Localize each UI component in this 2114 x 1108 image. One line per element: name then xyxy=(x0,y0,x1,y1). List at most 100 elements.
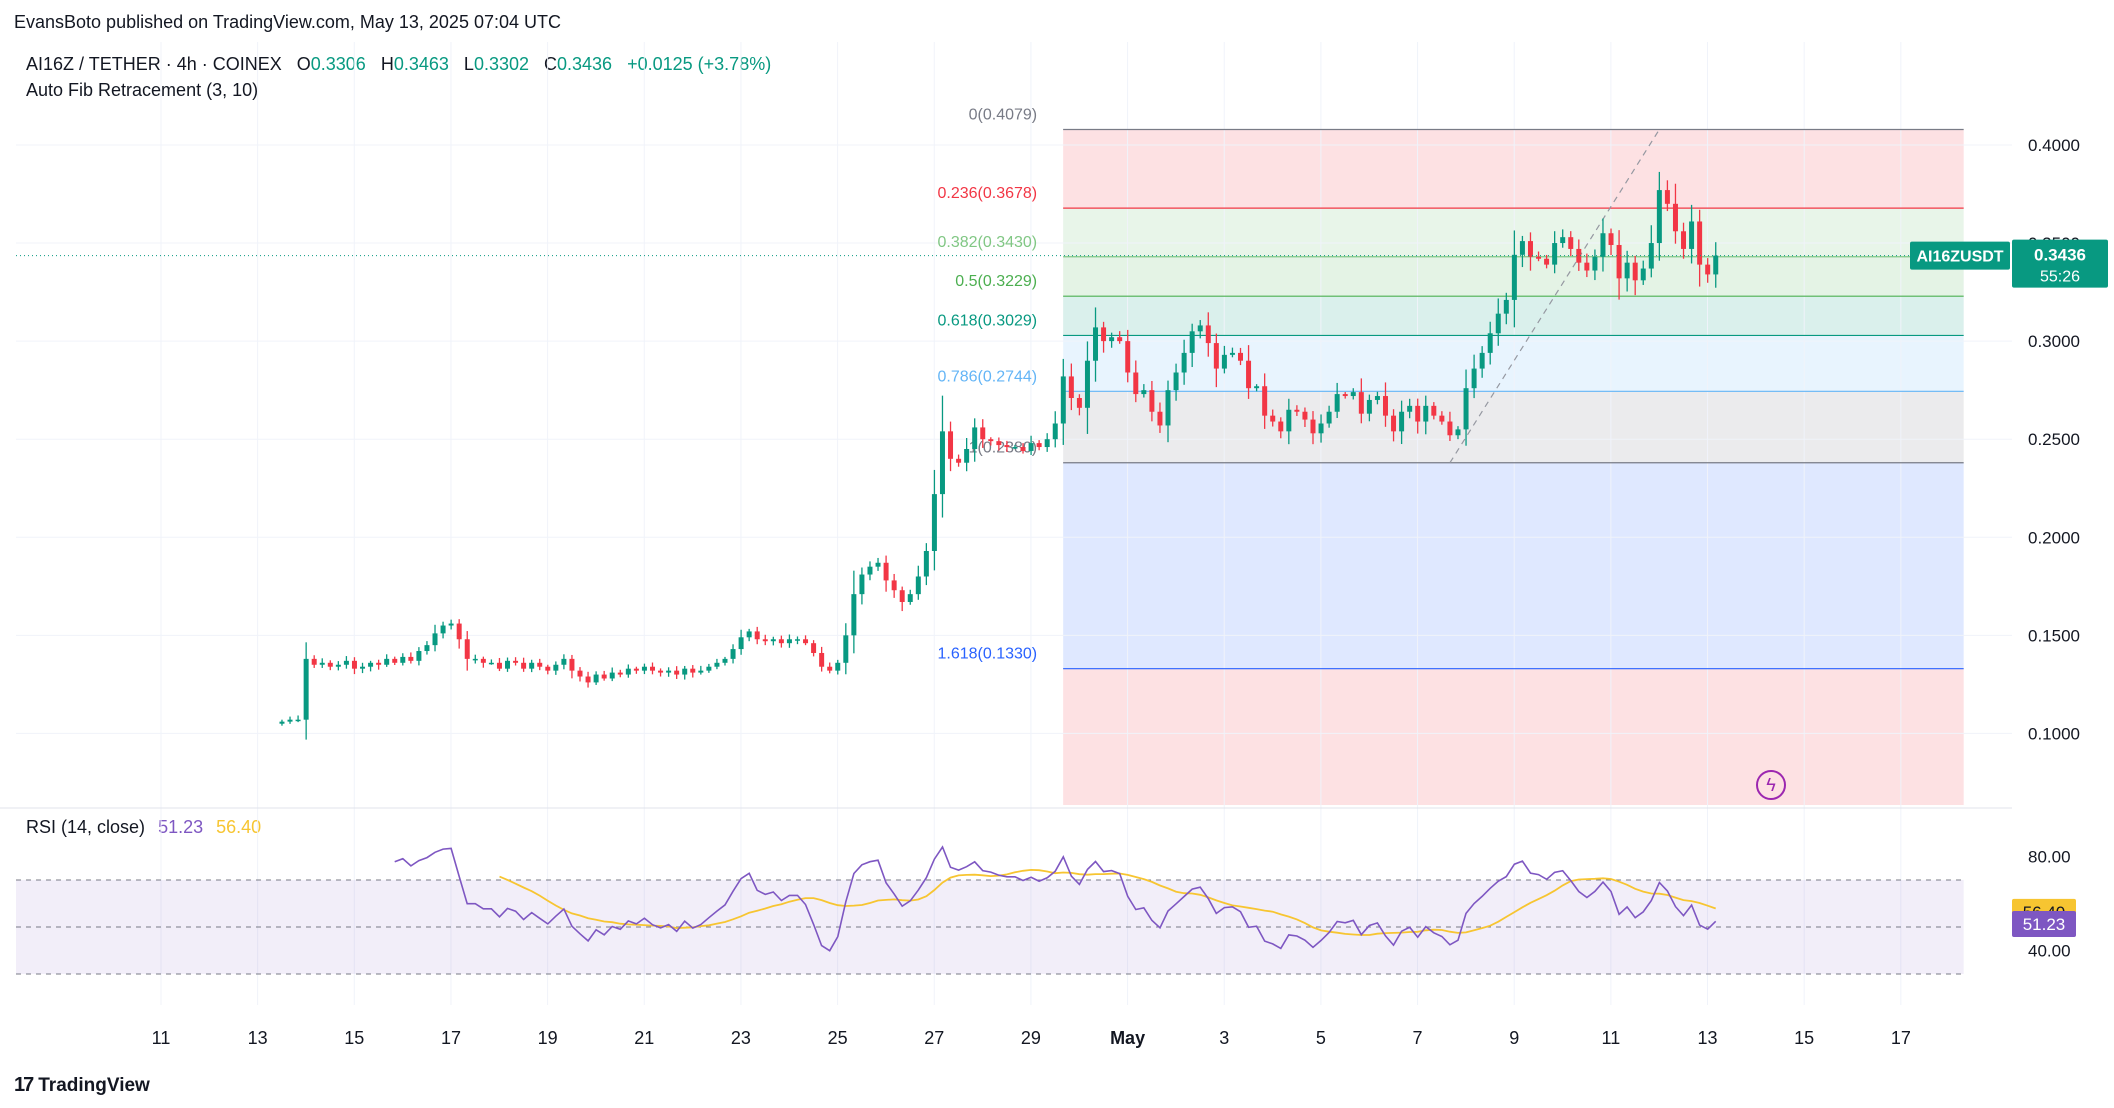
time-tick-label: 15 xyxy=(344,1028,364,1048)
candle-body xyxy=(964,448,970,463)
candle-body xyxy=(1221,354,1227,369)
candle-body xyxy=(416,651,422,661)
candle-body xyxy=(577,670,583,677)
candle-body xyxy=(1608,233,1614,246)
candle-body xyxy=(1495,313,1501,334)
rsi-tick-label: 40.00 xyxy=(2028,941,2071,960)
candle-body xyxy=(368,662,374,667)
time-tick-label: 7 xyxy=(1413,1028,1423,1048)
candle-body xyxy=(585,676,591,683)
fib-label-0.236: 0.236(0.3678) xyxy=(937,185,1037,202)
candle-body xyxy=(875,562,881,567)
flash-icon[interactable]: ϟ xyxy=(1756,770,1786,800)
time-tick-label: 17 xyxy=(441,1028,461,1048)
publisher-line: EvansBoto published on TradingView.com, … xyxy=(14,12,561,32)
candle-body xyxy=(690,668,696,673)
rsi-ma-legend-value: 56.40 xyxy=(216,817,262,837)
rsi-legend[interactable]: RSI (14, close) 51.23 56.40 xyxy=(26,817,261,838)
candle-body xyxy=(1254,386,1260,389)
candle-body xyxy=(658,670,664,673)
candle-body xyxy=(811,643,817,653)
candle-body xyxy=(891,580,897,591)
symbol-tag-text: AI16ZUSDT xyxy=(1916,249,2003,266)
time-tick-label: 17 xyxy=(1891,1028,1911,1048)
candle-body xyxy=(488,662,494,665)
candle-body xyxy=(1197,325,1203,332)
time-tick-label: 11 xyxy=(1602,1028,1621,1048)
candle-body xyxy=(1415,405,1421,422)
rsi-pane xyxy=(0,807,2012,975)
candle-body xyxy=(360,666,366,669)
tradingview-brand[interactable]: 17 TradingView xyxy=(14,1074,150,1097)
candle-body xyxy=(1713,255,1719,275)
candle-body xyxy=(674,670,680,675)
rsi-legend-label: RSI (14, close) xyxy=(26,817,146,837)
candle-body xyxy=(682,668,688,675)
candle-body xyxy=(1431,405,1437,416)
candle-body xyxy=(956,458,962,463)
candle-body xyxy=(1358,392,1364,414)
candle-body xyxy=(529,662,535,669)
candle-body xyxy=(1133,372,1139,395)
indicator-legend[interactable]: Auto Fib Retracement (3, 10) xyxy=(26,80,259,100)
candle-body xyxy=(1326,411,1332,424)
candle-body xyxy=(1084,360,1090,408)
candle-body xyxy=(351,660,357,669)
candle-body xyxy=(1640,268,1646,281)
candle-body xyxy=(1487,333,1493,353)
candle-body xyxy=(1125,341,1131,373)
rsi-tick-label: 80.00 xyxy=(2028,847,2071,866)
candle-body xyxy=(859,574,865,595)
candle-body xyxy=(706,666,712,671)
candle-body xyxy=(1141,390,1147,395)
fib-band-0.236 xyxy=(1063,208,1964,257)
candle-body xyxy=(1592,256,1598,271)
candle-body xyxy=(609,672,615,679)
fib-label-0.382: 0.382(0.3430) xyxy=(937,234,1037,251)
candle-body xyxy=(1310,419,1316,434)
candle-body xyxy=(1189,331,1195,353)
grid-lines xyxy=(16,42,2012,1005)
open-label: O xyxy=(296,54,311,74)
price-tick-label: 0.4000 xyxy=(2028,136,2080,155)
candle-body xyxy=(1093,327,1099,361)
candle-body xyxy=(1399,411,1405,432)
candle-body xyxy=(988,439,994,442)
fib-label-1.618: 1.618(0.1330) xyxy=(937,646,1037,663)
candle-body xyxy=(1672,203,1678,232)
candle-body xyxy=(1004,445,1010,448)
candle-body xyxy=(1238,352,1244,361)
symbol-title[interactable]: AI16Z / TETHER · 4h · COINEX xyxy=(26,54,282,74)
high-label: H xyxy=(380,54,394,74)
candle-body xyxy=(1471,368,1477,389)
candle-body xyxy=(1173,372,1179,391)
candle-body xyxy=(392,658,398,663)
fib-band-0.786 xyxy=(1063,391,1964,463)
candle-body xyxy=(827,666,833,671)
candle-body xyxy=(923,550,929,577)
candle-body xyxy=(400,656,406,663)
time-tick-label: 21 xyxy=(634,1028,654,1048)
candle-body xyxy=(1318,423,1324,434)
candle-body xyxy=(440,625,446,634)
candle-body xyxy=(1342,394,1348,397)
candle-body xyxy=(770,639,776,642)
candle-body xyxy=(641,666,647,671)
candle-body xyxy=(1576,248,1582,263)
candle-body xyxy=(931,494,937,551)
candle-body xyxy=(819,652,825,667)
candle-body xyxy=(617,672,623,675)
candle-body xyxy=(1664,190,1670,204)
candle-body xyxy=(424,645,430,652)
time-tick-label: 23 xyxy=(731,1028,751,1048)
candle-body xyxy=(714,662,720,667)
time-tick-label: 27 xyxy=(924,1028,944,1048)
candle-body xyxy=(899,590,905,602)
close-value: 0.3436 xyxy=(557,54,613,74)
fib-band-1 xyxy=(1063,462,1964,669)
candle-body xyxy=(1391,415,1397,432)
fib-label-0.786: 0.786(0.2744) xyxy=(937,368,1037,385)
candle-body xyxy=(1544,258,1550,265)
candle-body xyxy=(1423,405,1429,422)
